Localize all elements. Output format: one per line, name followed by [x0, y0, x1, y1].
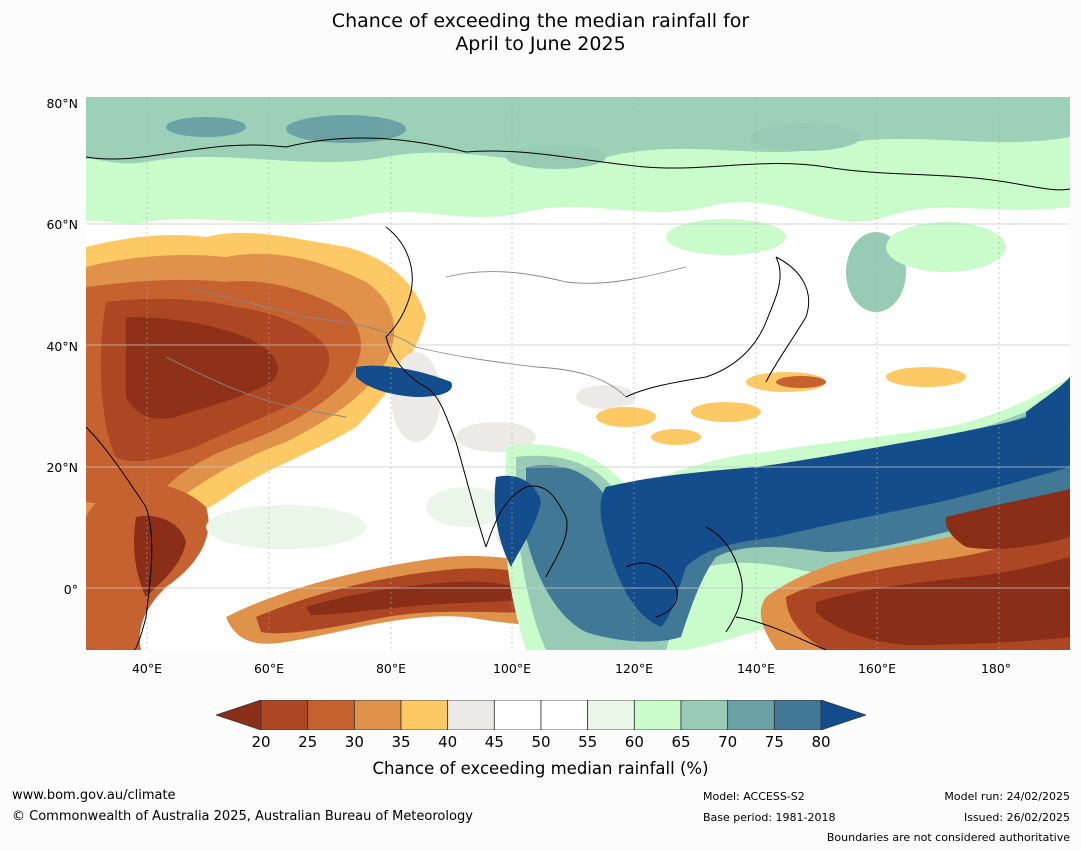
colorbar-tick-label: 20 — [251, 733, 271, 751]
lat-label-80n: 80°N — [46, 96, 78, 111]
lat-label-40n: 40°N — [46, 339, 78, 354]
colorbar-segment — [773, 699, 822, 731]
colorbar-tick-label: 55 — [578, 733, 598, 751]
colorbar-tick-label: 30 — [344, 733, 364, 751]
colorbar-tick-label: 60 — [624, 733, 644, 751]
colorbar-segment — [447, 699, 495, 731]
title-line-1: Chance of exceeding the median rainfall … — [331, 10, 750, 32]
lon-label-100e: 100°E — [492, 661, 531, 676]
rainfall-probability-map — [86, 97, 1070, 650]
colorbar-arrow-high — [820, 699, 868, 731]
colorbar-tick-label: 35 — [391, 733, 411, 751]
colorbar-tick-label: 50 — [531, 733, 551, 751]
colorbar-title: Chance of exceeding median rainfall (%) — [372, 759, 709, 778]
colorbar-segment — [493, 699, 542, 731]
website-link[interactable]: www.bom.gov.au/climate — [12, 788, 176, 803]
lon-label-80e: 80°E — [375, 661, 407, 676]
lon-label-40e: 40°E — [131, 661, 163, 676]
lon-label-140e: 140°E — [736, 661, 775, 676]
base-period-text: Base period: 1981-2018 — [703, 811, 836, 824]
title-line-2: April to June 2025 — [455, 33, 626, 55]
colorbar-segment — [540, 699, 589, 731]
model-text: Model: ACCESS-S2 — [703, 790, 805, 803]
colorbar — [214, 699, 868, 731]
colorbar-segment — [727, 699, 775, 731]
colorbar-segment — [400, 699, 449, 731]
colorbar-segment — [307, 699, 355, 731]
colorbar-tick-label: 65 — [671, 733, 691, 751]
lon-label-60e: 60°E — [253, 661, 285, 676]
colorbar-segment — [587, 699, 635, 731]
colorbar-tick-label: 45 — [484, 733, 504, 751]
colorbar-segment — [353, 699, 402, 731]
map-svg — [86, 97, 1070, 650]
colorbar-tick-label: 40 — [438, 733, 458, 751]
model-run-text: Model run: 24/02/2025 — [944, 790, 1070, 803]
disclaimer-text: Boundaries are not considered authoritat… — [826, 831, 1070, 844]
copyright-text: © Commonwealth of Australia 2025, Austra… — [12, 809, 473, 824]
colorbar-svg — [214, 699, 868, 731]
map-title: Chance of exceeding the median rainfall … — [0, 10, 1081, 56]
lat-label-20n: 20°N — [46, 460, 78, 475]
issued-text: Issued: 26/02/2025 — [963, 811, 1070, 824]
lon-label-180: 180° — [980, 661, 1012, 676]
colorbar-arrow-low — [214, 699, 262, 731]
lat-label-0: 0° — [63, 582, 78, 597]
lon-label-160e: 160°E — [857, 661, 896, 676]
colorbar-tick-label: 70 — [718, 733, 738, 751]
colorbar-segment — [680, 699, 729, 731]
colorbar-segment — [260, 699, 309, 731]
colorbar-segment — [633, 699, 682, 731]
colorbar-tick-label: 80 — [811, 733, 831, 751]
lon-label-120e: 120°E — [614, 661, 653, 676]
colorbar-tick-label: 25 — [298, 733, 318, 751]
lat-label-60n: 60°N — [46, 217, 78, 232]
colorbar-tick-label: 75 — [764, 733, 784, 751]
